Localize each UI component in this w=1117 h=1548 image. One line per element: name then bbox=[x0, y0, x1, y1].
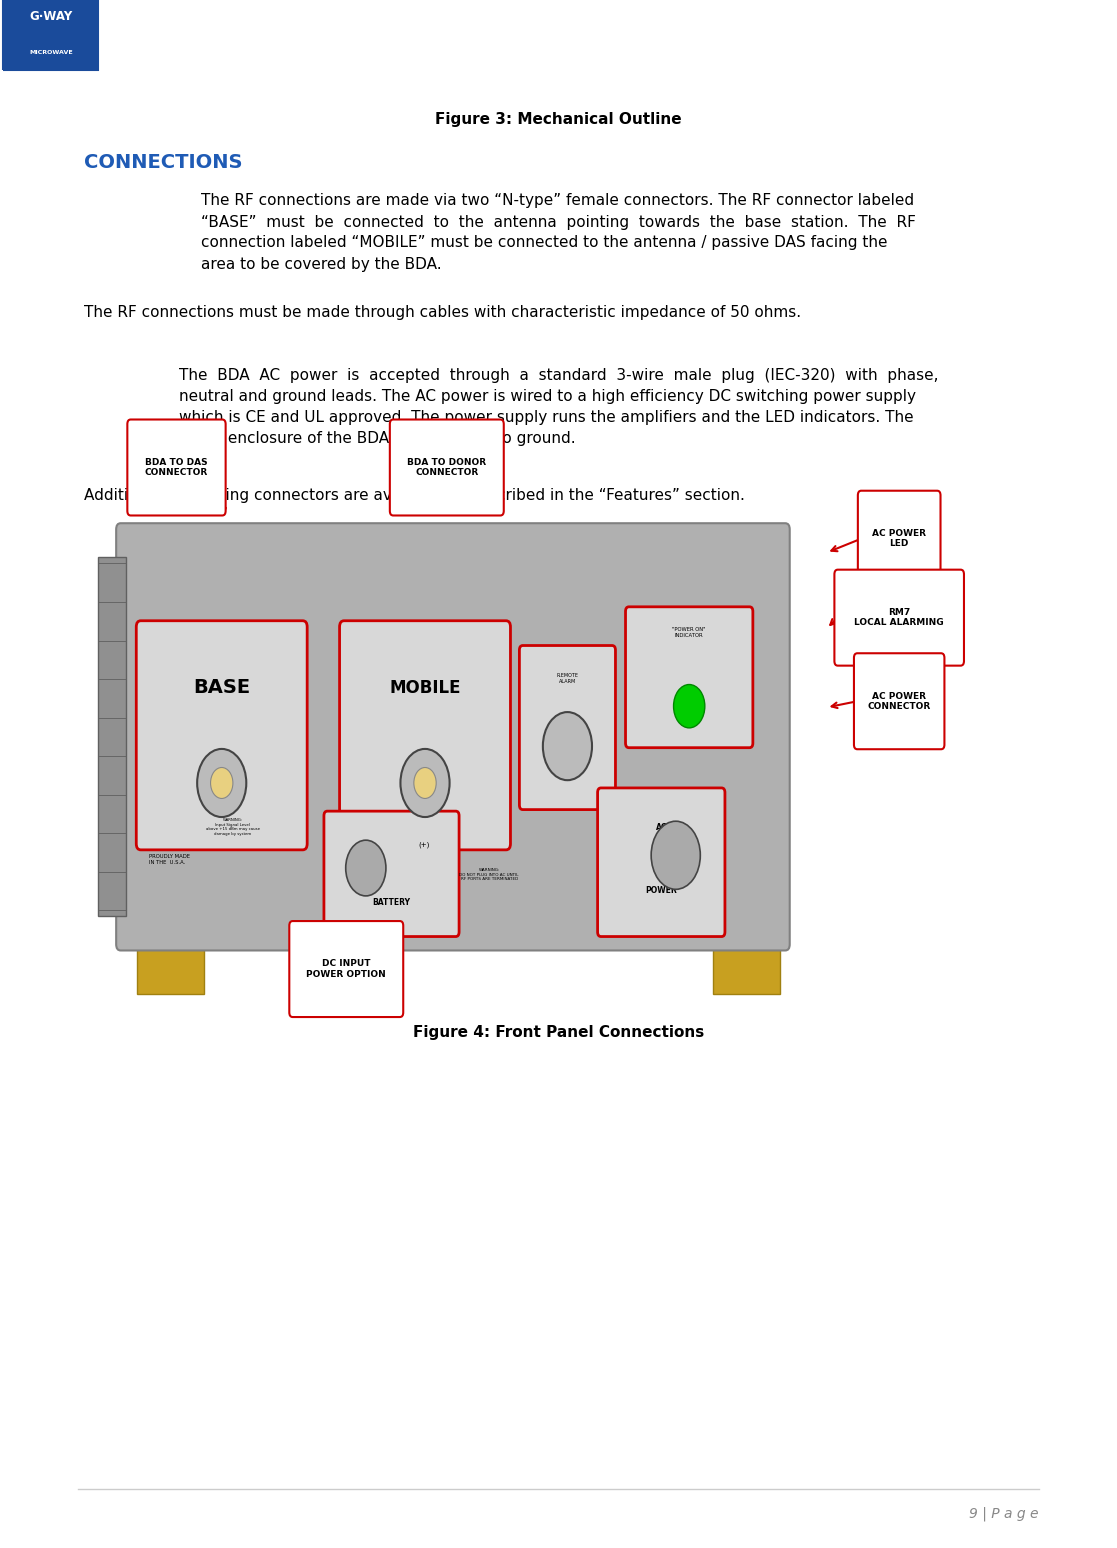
Circle shape bbox=[198, 749, 246, 817]
Text: (+): (+) bbox=[418, 842, 429, 848]
Text: PROUDLY MADE
IN THE  U.S.A.: PROUDLY MADE IN THE U.S.A. bbox=[149, 854, 190, 864]
FancyBboxPatch shape bbox=[598, 788, 725, 937]
Circle shape bbox=[345, 841, 386, 896]
Text: The RF connections must be made through cables with characteristic impedance of : The RF connections must be made through … bbox=[84, 305, 801, 320]
Text: DC INPUT
POWER OPTION: DC INPUT POWER OPTION bbox=[306, 960, 386, 978]
Text: R.EMOTE
ALARM: R.EMOTE ALARM bbox=[556, 673, 579, 684]
FancyBboxPatch shape bbox=[390, 420, 504, 515]
FancyBboxPatch shape bbox=[137, 935, 204, 994]
Text: CONNECTIONS: CONNECTIONS bbox=[84, 153, 242, 172]
FancyBboxPatch shape bbox=[136, 621, 307, 850]
Circle shape bbox=[674, 684, 705, 728]
Text: BASE: BASE bbox=[193, 678, 250, 697]
Circle shape bbox=[651, 820, 700, 889]
Text: BDA TO DAS
CONNECTOR: BDA TO DAS CONNECTOR bbox=[145, 458, 208, 477]
Circle shape bbox=[400, 749, 449, 817]
Text: Figure 4: Front Panel Connections: Figure 4: Front Panel Connections bbox=[413, 1025, 704, 1040]
FancyBboxPatch shape bbox=[3, 0, 98, 70]
Text: RM7
LOCAL ALARMING: RM7 LOCAL ALARMING bbox=[855, 608, 944, 627]
Text: POWER: POWER bbox=[646, 885, 677, 895]
Text: AC: AC bbox=[656, 824, 667, 831]
FancyBboxPatch shape bbox=[340, 621, 510, 850]
FancyBboxPatch shape bbox=[834, 570, 964, 666]
Text: AC POWER
LED: AC POWER LED bbox=[872, 529, 926, 548]
Circle shape bbox=[210, 768, 232, 799]
Text: (-): (-) bbox=[355, 842, 363, 848]
Text: MICROWAVE: MICROWAVE bbox=[29, 50, 73, 54]
Text: The  BDA  AC  power  is  accepted  through  a  standard  3-wire  male  plug  (IE: The BDA AC power is accepted through a s… bbox=[179, 368, 938, 446]
Text: AC POWER
CONNECTOR: AC POWER CONNECTOR bbox=[868, 692, 930, 711]
Text: BATTERY: BATTERY bbox=[372, 898, 411, 907]
Text: G·WAY: G·WAY bbox=[29, 11, 73, 23]
FancyBboxPatch shape bbox=[289, 921, 403, 1017]
FancyBboxPatch shape bbox=[519, 646, 615, 810]
FancyBboxPatch shape bbox=[858, 491, 941, 587]
FancyBboxPatch shape bbox=[626, 607, 753, 748]
FancyBboxPatch shape bbox=[855, 653, 945, 749]
Circle shape bbox=[543, 712, 592, 780]
Text: The RF connections are made via two “N-type” female connectors. The RF connector: The RF connections are made via two “N-t… bbox=[201, 194, 916, 271]
Text: Figure 3: Mechanical Outline: Figure 3: Mechanical Outline bbox=[436, 111, 681, 127]
Text: 9 | P a g e: 9 | P a g e bbox=[970, 1506, 1039, 1522]
FancyBboxPatch shape bbox=[324, 811, 459, 937]
Text: MOBILE: MOBILE bbox=[389, 678, 461, 697]
Text: Additional monitoring connectors are available as described in the “Features” se: Additional monitoring connectors are ava… bbox=[84, 488, 745, 503]
Text: WARNING:
DO NOT PLUG INTO AC UNTIL
RF PORTS ARE TERMINATED: WARNING: DO NOT PLUG INTO AC UNTIL RF PO… bbox=[459, 868, 519, 881]
FancyBboxPatch shape bbox=[98, 557, 126, 916]
Text: WARNING:
Input Signal Level
above +15 dBm may cause
damage by system: WARNING: Input Signal Level above +15 dB… bbox=[206, 819, 260, 836]
Text: BDA TO DONOR
CONNECTOR: BDA TO DONOR CONNECTOR bbox=[408, 458, 486, 477]
Circle shape bbox=[413, 768, 436, 799]
FancyBboxPatch shape bbox=[713, 935, 780, 994]
FancyBboxPatch shape bbox=[116, 523, 790, 950]
Text: "POWER ON"
INDICATOR: "POWER ON" INDICATOR bbox=[672, 627, 706, 638]
FancyBboxPatch shape bbox=[127, 420, 226, 515]
